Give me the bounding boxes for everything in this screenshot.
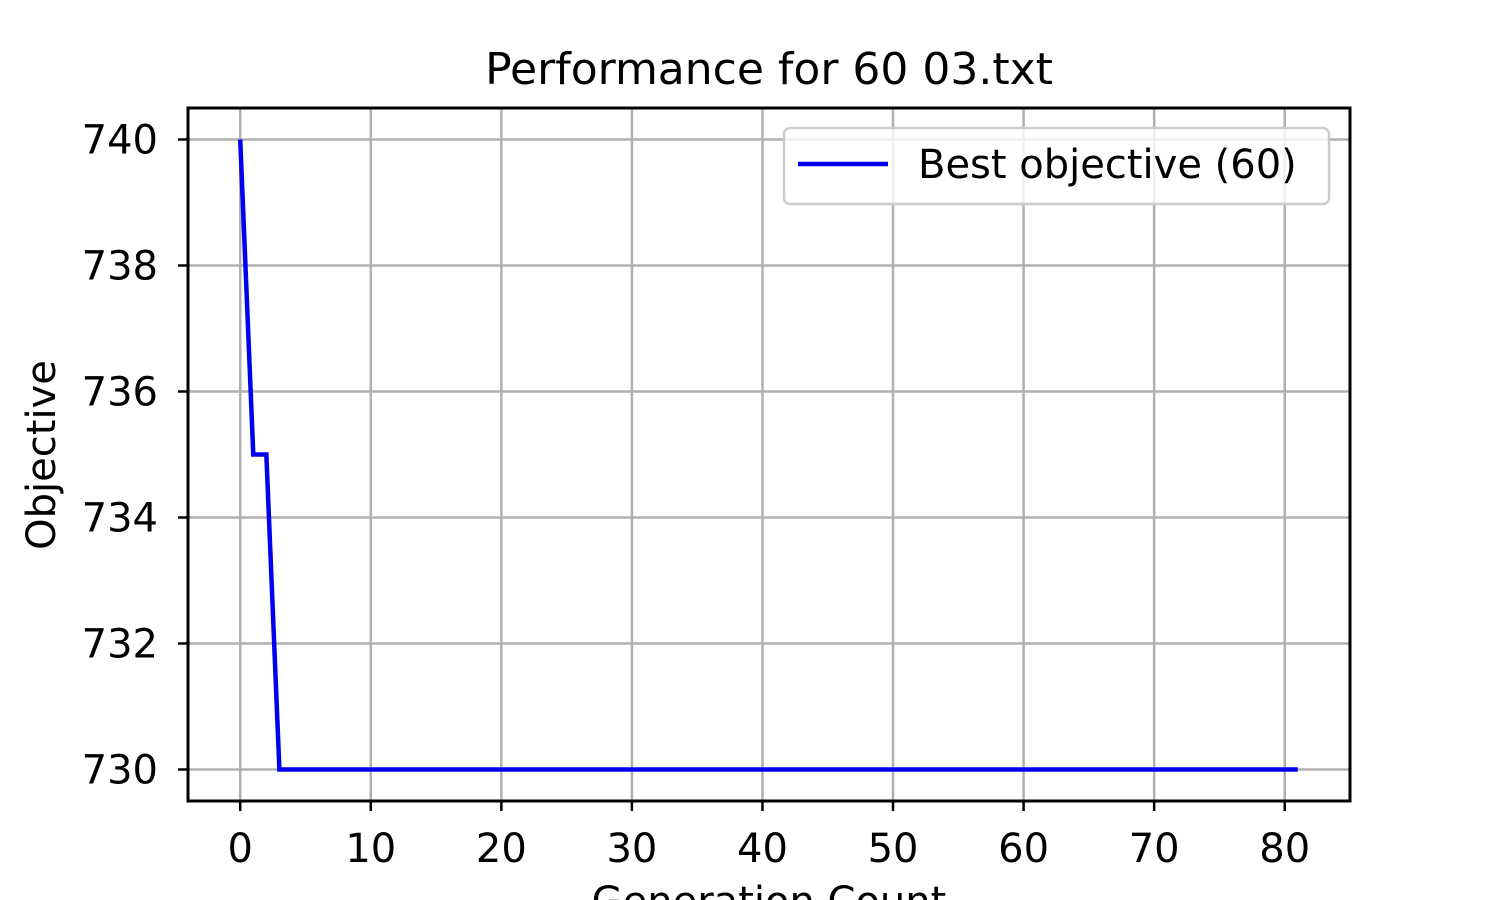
series-line-0 bbox=[237, 139, 1298, 772]
x-tick-label: 30 bbox=[606, 826, 657, 872]
x-axis-label: Generation Count bbox=[592, 879, 947, 900]
y-tick-label: 740 bbox=[82, 118, 158, 164]
y-tick-label: 732 bbox=[82, 622, 158, 668]
x-tick-label: 50 bbox=[868, 826, 919, 872]
x-tick-label: 60 bbox=[998, 826, 1049, 872]
chart-title: Performance for 60 03.txt bbox=[485, 44, 1053, 95]
y-axis-label: Objective bbox=[19, 360, 65, 550]
y-tick-label: 736 bbox=[82, 370, 158, 416]
x-tick-label: 0 bbox=[227, 826, 252, 872]
axis-ticks: 0 10 20 30 40 50 60 70 80 730 732 734 736 738 740 bbox=[82, 118, 1311, 873]
plot-frame bbox=[186, 106, 1352, 803]
x-tick-label: 20 bbox=[476, 826, 527, 872]
y-tick-label: 730 bbox=[82, 748, 158, 794]
x-tick-label: 70 bbox=[1129, 826, 1180, 872]
legend-label: Best objective (60) bbox=[918, 142, 1297, 188]
y-tick-label: 734 bbox=[82, 496, 158, 542]
y-tick-label: 738 bbox=[82, 244, 158, 290]
x-tick-label: 80 bbox=[1259, 826, 1310, 872]
legend-box bbox=[782, 126, 1331, 206]
x-tick-label: 10 bbox=[345, 826, 396, 872]
legend: Best objective (60) bbox=[782, 126, 1331, 206]
x-tick-label: 40 bbox=[737, 826, 788, 872]
series-lines bbox=[237, 139, 1298, 772]
